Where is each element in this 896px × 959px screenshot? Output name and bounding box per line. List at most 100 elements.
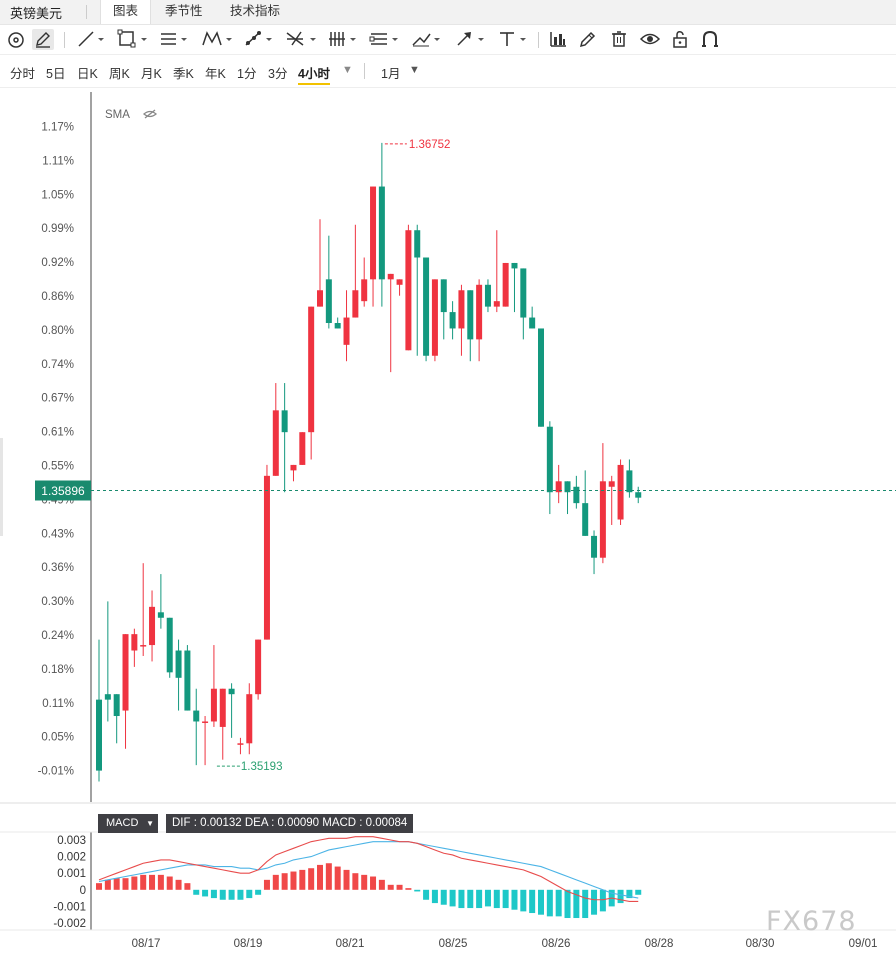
fib-icon[interactable] — [284, 29, 320, 50]
candle-body — [334, 323, 341, 329]
macd-bar — [511, 889, 518, 910]
trash-icon[interactable] — [609, 29, 629, 50]
x-tick-label: 08/21 — [336, 938, 365, 950]
period-week[interactable]: 周K — [109, 67, 130, 81]
dif-line — [98, 836, 639, 902]
macd-bar — [334, 866, 341, 890]
bar-chart-icon[interactable] — [548, 29, 568, 50]
period-divider — [364, 63, 365, 79]
macd-bar — [378, 879, 385, 890]
macd-bar — [193, 889, 200, 895]
macd-bar — [405, 888, 412, 890]
chevron-down-icon[interactable]: ▼ — [409, 64, 420, 76]
candle-body — [484, 284, 491, 307]
y-tick-label: 0.86% — [41, 291, 74, 303]
channel-icon[interactable] — [158, 29, 192, 50]
macd-bar — [210, 889, 217, 899]
candle-body — [184, 650, 191, 711]
macd-bar — [458, 889, 465, 909]
x-tick-label: 08/26 — [542, 938, 571, 950]
macd-bar — [113, 878, 120, 890]
magnet-icon[interactable] — [700, 29, 720, 50]
macd-bar — [555, 889, 562, 917]
gann-icon[interactable] — [326, 29, 360, 50]
lock-icon[interactable] — [670, 29, 690, 50]
candle-body — [538, 328, 544, 427]
candle-body — [476, 284, 483, 340]
macd-bar — [255, 889, 262, 895]
parallel-icon[interactable] — [368, 29, 402, 50]
period-quarter[interactable]: 季K — [173, 67, 194, 81]
toolbar-divider — [64, 32, 65, 48]
candle-body — [555, 481, 562, 493]
tab-technical[interactable]: 技术指标 — [230, 4, 281, 18]
chevron-down-icon[interactable]: ▼ — [342, 64, 353, 76]
macd-bar — [281, 873, 288, 890]
line-icon[interactable] — [76, 29, 106, 50]
pattern-icon[interactable] — [200, 29, 236, 50]
macd-bar — [184, 883, 191, 890]
pencil-icon[interactable] — [32, 29, 54, 50]
sma-label: SMA — [105, 109, 130, 121]
y-tick-label: -0.01% — [38, 766, 74, 778]
macd-bar — [361, 874, 368, 890]
period-month[interactable]: 月K — [141, 67, 162, 81]
y-tick-label: 0.11% — [42, 698, 74, 710]
period-day[interactable]: 日K — [77, 67, 98, 81]
y-tick-label: 0.74% — [41, 359, 74, 371]
x-tick-label: 09/01 — [849, 938, 878, 950]
period-year[interactable]: 年K — [205, 67, 226, 81]
arrow-icon[interactable] — [454, 29, 488, 50]
period-1min[interactable]: 1分 — [237, 67, 257, 81]
candle-body — [272, 410, 279, 476]
brush-icon[interactable] — [410, 29, 444, 50]
period-timeshare[interactable]: 分时 — [10, 67, 36, 81]
macd-bar — [325, 863, 332, 890]
y-tick-label: 1.17% — [41, 122, 74, 134]
range-select[interactable]: 1月 — [381, 67, 401, 81]
candle-body — [308, 306, 315, 433]
period-5d[interactable]: 5日 — [46, 67, 66, 81]
macd-bar — [202, 889, 209, 897]
macd-bar — [237, 889, 244, 900]
candle-body — [591, 535, 598, 558]
candle-body — [140, 645, 147, 647]
current-price-label: 1.35896 — [41, 484, 85, 498]
macd-bar — [219, 889, 226, 900]
cursor-icon[interactable] — [6, 29, 26, 50]
chevron-down-icon: ▼ — [146, 819, 154, 828]
candle-body — [608, 481, 615, 487]
macd-bar — [529, 889, 536, 914]
candle-body — [104, 694, 111, 700]
period-4hour[interactable]: 4小时 — [298, 63, 330, 85]
candle-body — [325, 279, 332, 324]
macd-bar — [520, 889, 527, 912]
measure-icon[interactable] — [242, 29, 276, 50]
period-3min[interactable]: 3分 — [268, 67, 288, 81]
edit-icon[interactable] — [578, 29, 598, 50]
macd-bar — [272, 874, 279, 890]
macd-bar — [396, 884, 403, 890]
x-tick-label: 08/25 — [439, 938, 468, 950]
candle-body — [157, 612, 164, 618]
eye-icon[interactable] — [639, 29, 661, 50]
macd-bar — [546, 889, 553, 917]
macd-bar — [573, 889, 580, 919]
y-tick-label: 1.05% — [41, 189, 74, 201]
candle-body — [210, 688, 217, 722]
text-icon[interactable] — [496, 29, 530, 50]
macd-bar — [166, 876, 173, 890]
rectangle-icon[interactable] — [116, 29, 150, 50]
x-tick-label: 08/30 — [746, 938, 775, 950]
macd-bar — [431, 889, 438, 904]
tab-chart[interactable]: 图表 — [100, 0, 152, 24]
macd-selector[interactable]: MACD ▼ — [98, 814, 158, 833]
candle-body — [423, 257, 430, 356]
candle-body — [458, 290, 465, 329]
side-handle[interactable] — [0, 438, 3, 536]
macd-bar — [104, 879, 111, 890]
macd-bar — [122, 878, 129, 890]
tab-seasonal[interactable]: 季节性 — [165, 4, 203, 18]
candle-body — [387, 273, 394, 280]
